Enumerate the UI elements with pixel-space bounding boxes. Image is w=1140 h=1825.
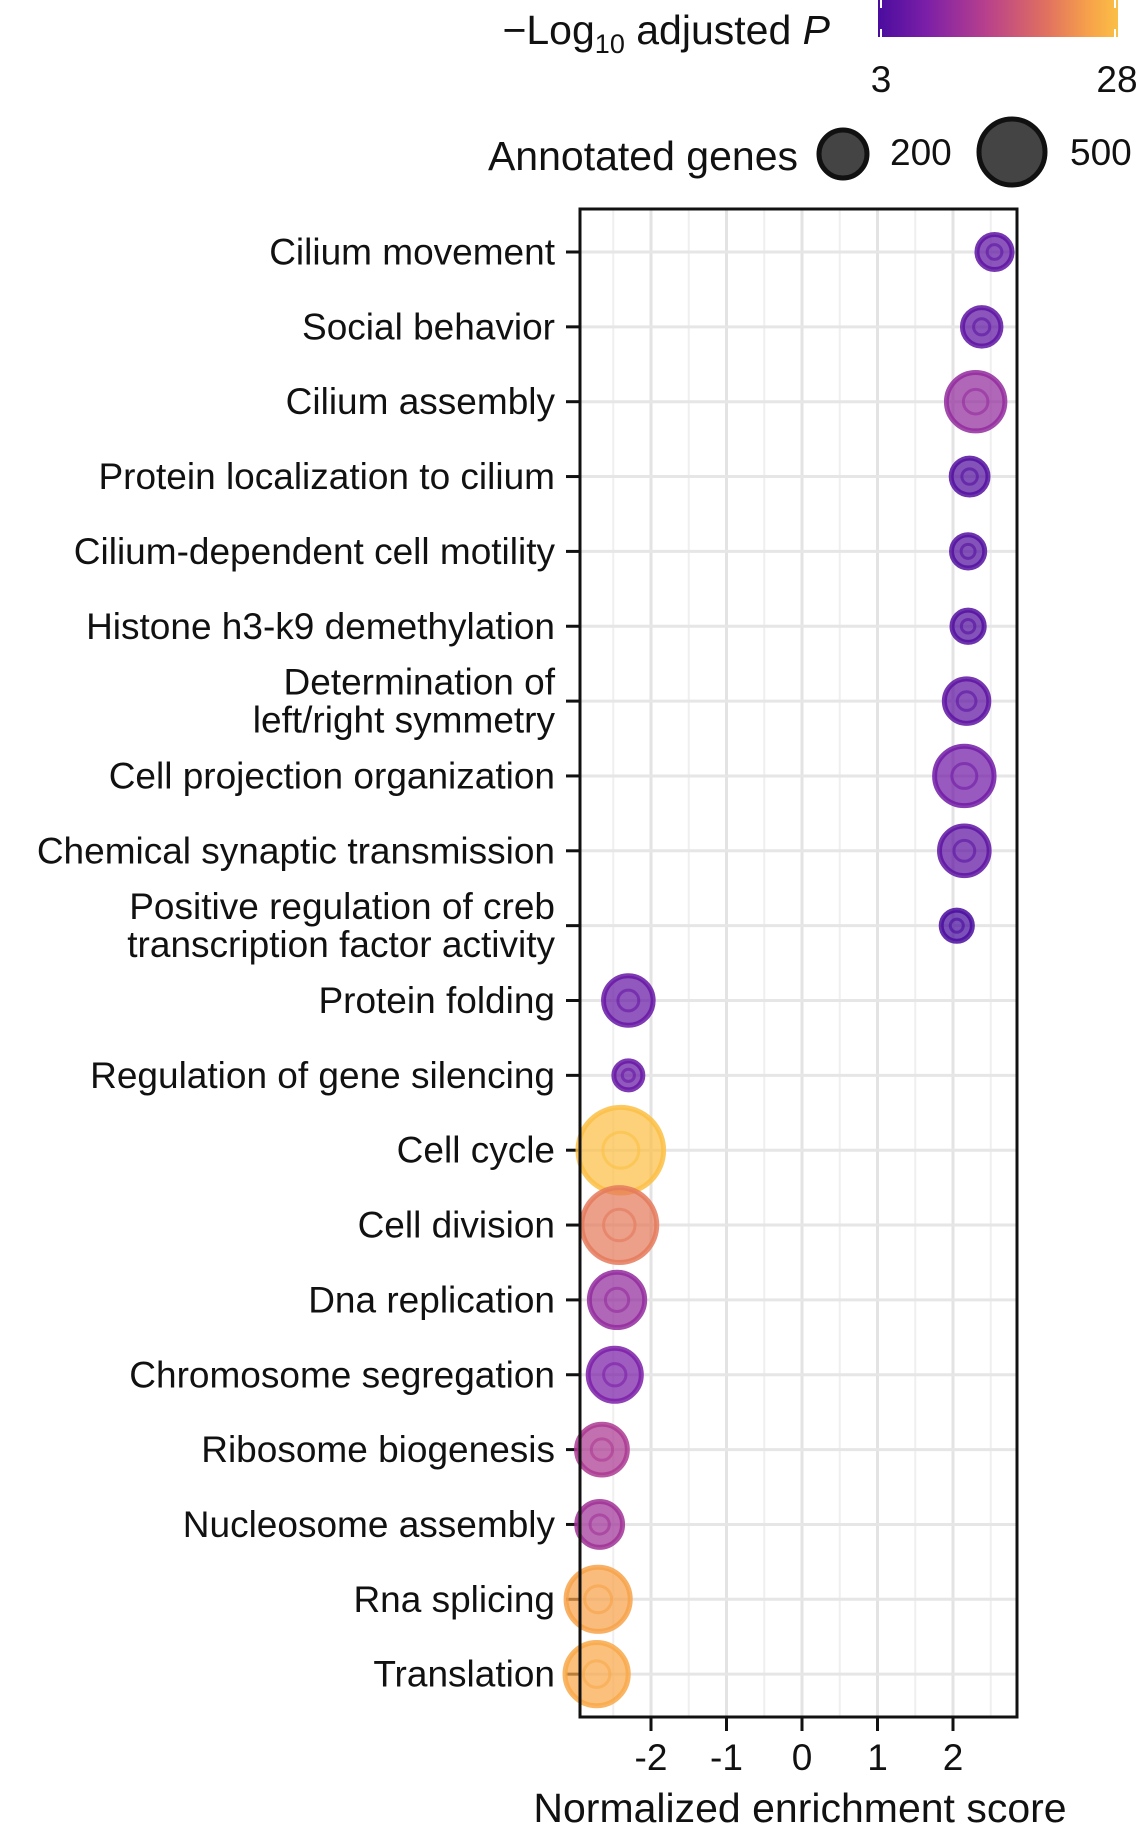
data-point-core [972, 317, 992, 337]
data-point [574, 1499, 626, 1550]
data-point-core [581, 1659, 612, 1689]
size-legend-label-200: 200 [890, 132, 952, 173]
data-point-core [950, 761, 979, 790]
x-tick-label: -1 [710, 1737, 743, 1778]
y-tick-label: Protein folding [318, 980, 555, 1021]
data-point [949, 532, 988, 571]
y-tick-label: Regulation of gene silencing [90, 1055, 555, 1096]
grid-lines [580, 209, 1017, 1717]
y-tick-label: Nucleosome assembly [183, 1504, 556, 1545]
size-legend: Annotated genes 200 500 [488, 116, 1132, 188]
color-legend-title: −Log10 adjusted P [502, 7, 830, 59]
x-tick-label: 1 [867, 1737, 888, 1778]
x-axis-ticks: -2 -1 0 1 2 [635, 1717, 964, 1778]
data-point-core [961, 387, 990, 416]
y-tick-label: Cell projection organization [109, 755, 555, 796]
data-point [575, 1104, 667, 1196]
data-point-core [602, 1362, 628, 1388]
x-tick-label: 0 [792, 1737, 813, 1778]
data-point-core [959, 542, 977, 560]
y-tick-label: Positive regulation of creb transcription… [127, 886, 555, 965]
size-legend-dot-200 [816, 127, 870, 181]
data-point-core [960, 467, 979, 486]
x-axis-title: Normalized enrichment score [533, 1785, 1066, 1825]
data-point [974, 231, 1015, 273]
y-tick-label: Chromosome segregation [129, 1354, 555, 1395]
size-legend-dot-500 [976, 116, 1048, 188]
y-tick-label: Protein localization to cilium [98, 456, 555, 497]
data-point-core [602, 1207, 637, 1243]
size-legend-label-500: 500 [1070, 132, 1132, 173]
data-point [949, 607, 987, 645]
y-tick-label: Histone h3-k9 demethylation [86, 606, 555, 647]
data-point [574, 1421, 630, 1478]
data-point-core [985, 243, 1004, 261]
x-tick-label: -2 [635, 1737, 668, 1778]
data-point [585, 1345, 644, 1404]
data-point [601, 973, 656, 1028]
data-point [579, 1185, 660, 1266]
y-tick-label: Rna splicing [353, 1579, 555, 1620]
data-point-core [601, 1130, 641, 1170]
data-point [937, 823, 992, 879]
data-point-core [955, 690, 978, 712]
data-point [586, 1269, 648, 1331]
data-point [959, 305, 1004, 349]
data-point-core [620, 1067, 636, 1083]
data-point [562, 1640, 631, 1709]
data-point-core [583, 1584, 614, 1615]
data-point-core [959, 617, 977, 635]
size-legend-title: Annotated genes [488, 133, 798, 179]
data-point [611, 1058, 646, 1093]
y-tick-label: Cilium-dependent cell motility [74, 531, 556, 572]
data-point [932, 743, 997, 809]
data-point [948, 455, 991, 498]
colorbar-max-label: 28 [1096, 59, 1137, 100]
data-point [563, 1564, 633, 1634]
colorbar-min-label: 3 [871, 59, 892, 100]
x-tick-label: 2 [943, 1737, 964, 1778]
color-legend: −Log10 adjusted P 3 28 [502, 0, 1138, 100]
data-point-core [588, 1513, 611, 1536]
y-tick-label: Social behavior [302, 306, 555, 347]
plot-panel-border [578, 207, 1019, 1719]
data-points [562, 231, 1015, 1709]
data-point-core [952, 838, 977, 863]
y-tick-label: Cilium assembly [286, 381, 556, 422]
data-point-core [589, 1437, 615, 1462]
y-tick-label: Cilium movement [269, 232, 556, 273]
data-point-core [616, 988, 641, 1013]
data-point-core [603, 1286, 631, 1314]
data-point [941, 676, 992, 726]
data-point [943, 369, 1008, 434]
y-tick-label: Dna replication [308, 1279, 555, 1320]
data-point [938, 907, 975, 944]
y-tick-label: Ribosome biogenesis [201, 1429, 555, 1470]
y-axis-labels: Cilium movement Social behavior Cilium ass… [37, 232, 556, 1695]
y-tick-label: Translation [373, 1654, 555, 1695]
y-tick-label: Cell cycle [397, 1130, 555, 1171]
y-tick-label: Determination of left/right symmetry [253, 662, 556, 741]
colorbar [878, 0, 1118, 37]
y-tick-label: Cell division [358, 1205, 555, 1246]
y-axis-ticks [566, 250, 580, 1676]
data-point-core [948, 917, 965, 934]
y-tick-label: Chemical synaptic transmission [37, 830, 555, 871]
